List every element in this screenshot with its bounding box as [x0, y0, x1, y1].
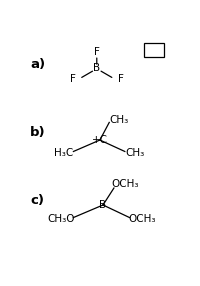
- Text: F: F: [93, 47, 99, 57]
- Text: B: B: [93, 63, 100, 74]
- Text: b): b): [30, 126, 45, 139]
- Text: H₃C: H₃C: [53, 148, 73, 158]
- Text: F: F: [69, 74, 75, 84]
- Text: CH₃O: CH₃O: [47, 214, 74, 224]
- Text: B: B: [99, 200, 106, 210]
- Text: OCH₃: OCH₃: [111, 179, 139, 189]
- Bar: [143, 43, 163, 57]
- Text: c): c): [30, 194, 44, 207]
- Text: CH₃: CH₃: [125, 148, 144, 158]
- Text: F: F: [117, 74, 123, 84]
- Text: a): a): [30, 57, 45, 71]
- Text: CH₃: CH₃: [109, 115, 128, 125]
- Text: OCH₃: OCH₃: [128, 214, 155, 224]
- Text: +C: +C: [91, 135, 107, 145]
